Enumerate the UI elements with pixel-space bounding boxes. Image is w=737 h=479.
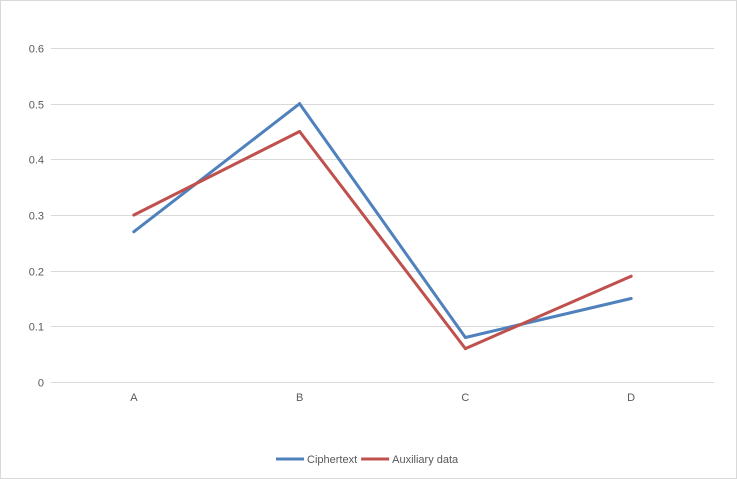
data-point <box>298 130 302 133</box>
data-point <box>298 102 302 106</box>
y-tick-label: 0.4 <box>29 155 44 167</box>
y-tick-label: 0 <box>38 378 44 390</box>
series-line-1 <box>132 130 633 351</box>
y-tick-label: 0.1 <box>29 322 44 334</box>
legend: Ciphertext Auxiliary data <box>276 454 459 466</box>
data-point <box>629 297 633 300</box>
y-tick-label: 0.5 <box>29 100 44 112</box>
data-point <box>132 213 136 217</box>
data-point <box>629 274 633 278</box>
data-point <box>463 335 467 339</box>
y-tick-label: 0.3 <box>29 211 44 223</box>
y-tick-label: 0.6 <box>29 44 44 56</box>
x-tick-label: A <box>130 392 138 404</box>
data-point <box>132 230 136 234</box>
x-tick-label: D <box>627 392 635 404</box>
x-tick-label: B <box>296 392 303 404</box>
x-axis-tick-labels: A B C D <box>130 392 635 404</box>
series-line-0 <box>132 102 633 339</box>
y-tick-label: 0.2 <box>29 267 44 279</box>
x-tick-label: C <box>461 392 469 404</box>
legend-label: Ciphertext <box>307 454 357 466</box>
data-point <box>463 347 467 351</box>
series-lines <box>132 102 633 351</box>
y-axis-tick-labels: 0 0.1 0.2 0.3 0.4 0.5 0.6 <box>29 44 44 390</box>
legend-label: Auxiliary data <box>392 454 459 466</box>
gridlines <box>51 48 714 383</box>
